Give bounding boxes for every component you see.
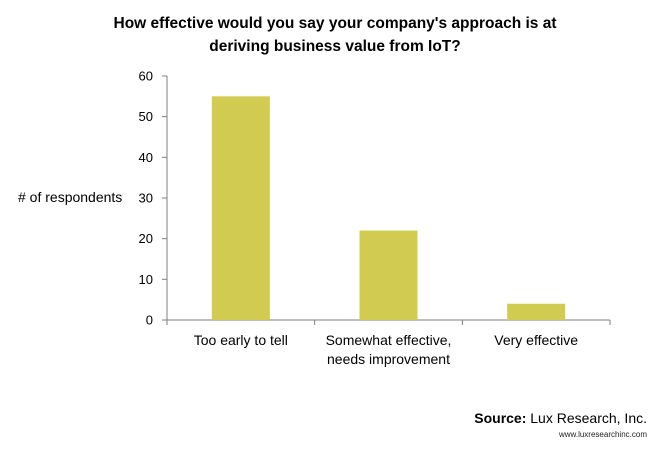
chart-title-line-1: How effective would you say your company…	[113, 15, 557, 32]
bar	[211, 96, 270, 320]
source-note: Source: Lux Research, Inc.	[474, 410, 647, 426]
y-tick-label: 40	[139, 150, 153, 165]
x-tick-labels: Too early to tell Somewhat effective, need…	[194, 332, 579, 367]
y-tick-label: 0	[146, 313, 153, 328]
y-axis-label: # of respondents	[18, 189, 123, 205]
chart-title: How effective would you say your company…	[40, 12, 630, 58]
x-tick-label: Very effective	[494, 332, 578, 348]
source-url: www.luxresearchinc.com	[558, 430, 647, 439]
y-tick-label: 50	[139, 109, 153, 124]
y-axis: 0 10 20 30 40 50 60	[139, 69, 168, 328]
chart-title-line-2: deriving business value from IoT?	[209, 38, 461, 55]
x-axis	[166, 319, 611, 325]
y-tick-label: 20	[139, 231, 153, 246]
bars	[211, 96, 566, 320]
bar	[359, 230, 418, 320]
x-tick-label: needs improvement	[327, 351, 450, 367]
bar	[507, 303, 566, 320]
x-tick-label: Too early to tell	[194, 332, 288, 348]
y-tick-label: 10	[139, 272, 153, 287]
x-tick-label: Somewhat effective,	[326, 332, 452, 348]
y-tick-label: 30	[139, 191, 153, 206]
source-label: Source:	[474, 410, 527, 426]
source-text: Lux Research, Inc.	[530, 410, 647, 426]
y-tick-label: 60	[139, 69, 153, 84]
